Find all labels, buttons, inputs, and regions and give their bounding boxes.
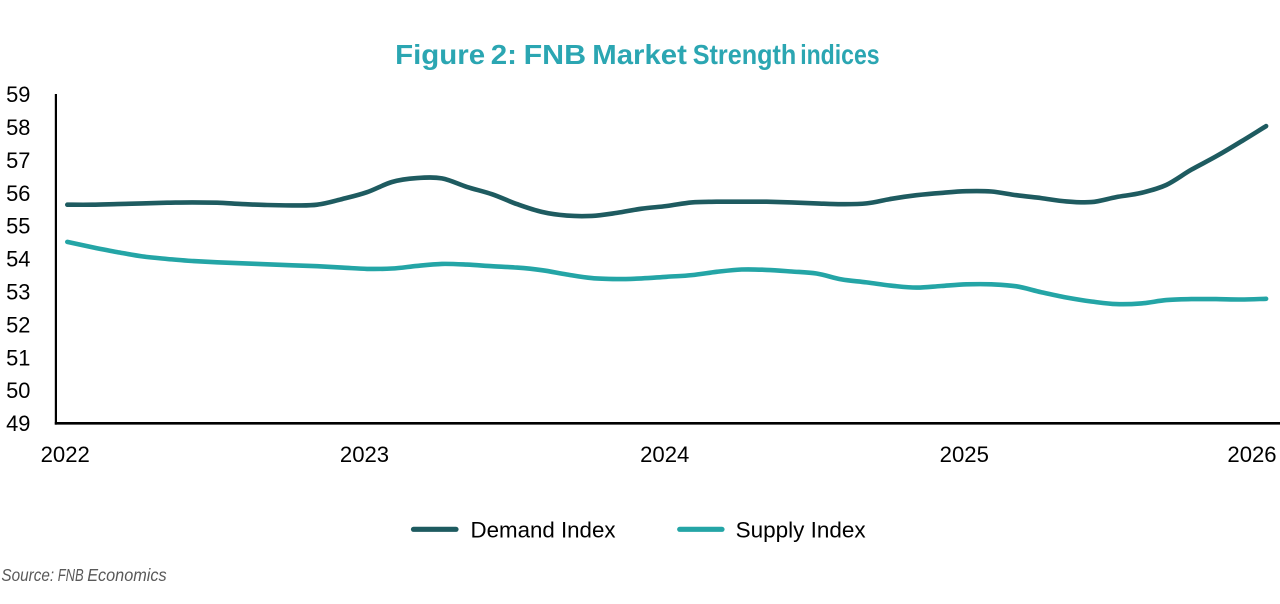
svg-text:51: 51 bbox=[6, 345, 30, 370]
svg-text:Economics: Economics bbox=[87, 565, 166, 585]
svg-text:Figure: Figure bbox=[395, 39, 485, 70]
svg-text:2025: 2025 bbox=[940, 442, 989, 467]
svg-text:56: 56 bbox=[6, 181, 30, 206]
svg-text:Strength: Strength bbox=[693, 39, 797, 70]
svg-text:2022: 2022 bbox=[41, 442, 90, 467]
svg-text:indices: indices bbox=[800, 39, 879, 70]
svg-text:Source:: Source: bbox=[1, 565, 54, 585]
svg-text:55: 55 bbox=[6, 214, 30, 239]
svg-text:2:: 2: bbox=[491, 39, 517, 70]
svg-text:59: 59 bbox=[6, 82, 30, 107]
svg-text:2024: 2024 bbox=[640, 442, 689, 467]
svg-text:2026: 2026 bbox=[1227, 442, 1276, 467]
svg-text:Supply Index: Supply Index bbox=[736, 518, 866, 543]
svg-text:49: 49 bbox=[6, 411, 30, 436]
svg-text:50: 50 bbox=[6, 378, 30, 403]
svg-text:53: 53 bbox=[6, 280, 30, 305]
svg-text:57: 57 bbox=[6, 148, 30, 173]
svg-text:Market: Market bbox=[592, 39, 687, 70]
svg-text:52: 52 bbox=[6, 312, 30, 337]
svg-text:54: 54 bbox=[6, 247, 30, 272]
svg-text:FNB: FNB bbox=[524, 39, 587, 70]
svg-text:58: 58 bbox=[6, 115, 30, 140]
svg-text:FNB: FNB bbox=[58, 565, 84, 585]
svg-text:Demand Index: Demand Index bbox=[471, 518, 616, 543]
svg-text:2023: 2023 bbox=[340, 442, 389, 467]
